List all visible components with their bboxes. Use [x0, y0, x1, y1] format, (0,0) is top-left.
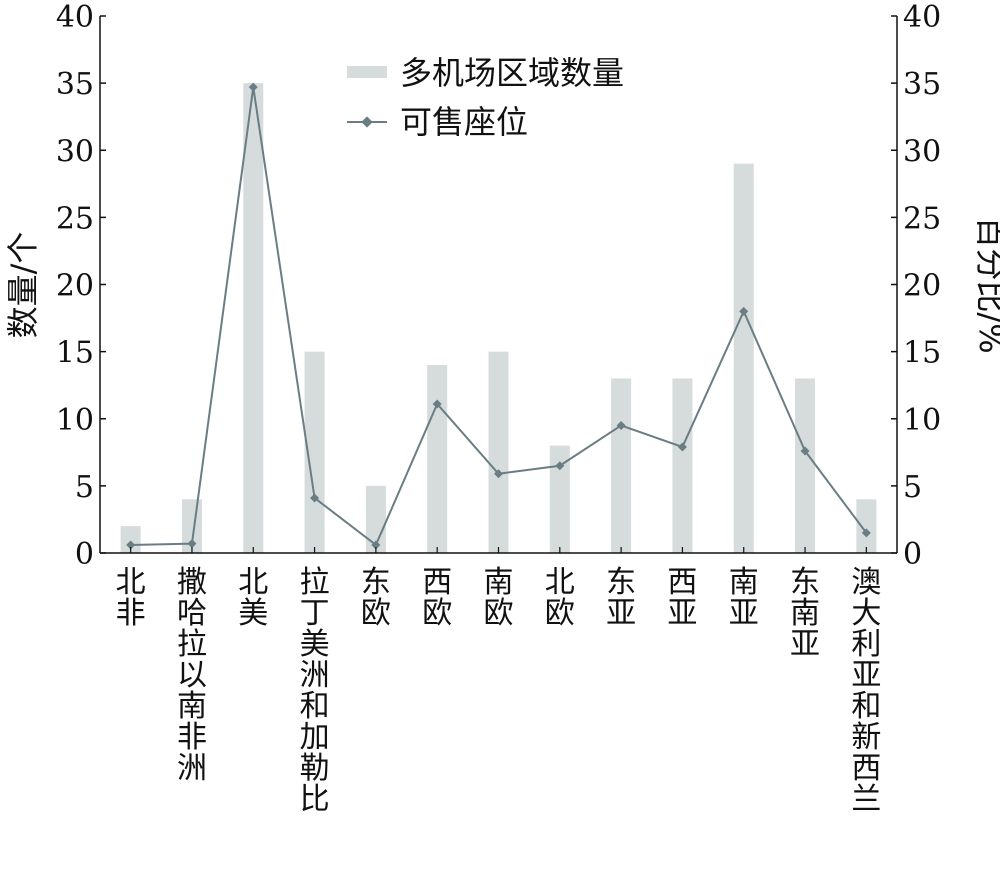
y-tick-label: 40 [56, 0, 94, 35]
bar [549, 445, 570, 553]
y-tick-label: 5 [75, 470, 94, 505]
bar [243, 83, 264, 553]
line-point [677, 442, 687, 452]
line-point [800, 446, 810, 456]
bar [120, 526, 141, 553]
line-point [126, 540, 136, 550]
x-tick-label: 撒哈拉以南非洲 [177, 565, 207, 786]
bar [856, 499, 877, 553]
line-point [248, 82, 258, 92]
y2-tick-label: 10 [903, 403, 941, 438]
line-point [187, 539, 197, 549]
y2-tick-label: 25 [903, 201, 941, 236]
tick-labels: 0 0 5 5 10 10 15 15 20 20 25 25 30 30 35 35 40 40 [56, 0, 941, 572]
legend-line-label: 可售座位 [400, 103, 528, 141]
y2-tick-label: 30 [903, 134, 941, 169]
y-tick-label: 35 [56, 67, 94, 102]
x-tick-label: 北美 [238, 565, 268, 631]
y-tick-label: 0 [75, 537, 94, 572]
line-point [432, 399, 442, 409]
y-tick-label: 30 [56, 134, 94, 169]
line-point [616, 420, 626, 430]
x-tick-label: 东欧 [361, 565, 391, 631]
y-tick-label: 15 [56, 336, 94, 371]
legend-line-marker [361, 116, 373, 128]
y2-tick-label: 15 [903, 336, 941, 371]
x-tick-label: 北欧 [545, 565, 575, 631]
y-tick-label: 20 [56, 269, 94, 304]
line-point [371, 540, 381, 550]
bar [733, 163, 754, 554]
line-point [555, 461, 565, 471]
bar [427, 365, 448, 553]
x-tick-label: 东南亚 [790, 565, 820, 662]
bar [611, 378, 632, 553]
y-axis-title: 数量/个 [4, 232, 42, 339]
y2-tick-label: 35 [903, 67, 941, 102]
legend-bar-label: 多机场区域数量 [400, 54, 624, 92]
x-tick-label: 澳大利亚和新西兰 [851, 565, 881, 817]
x-tick-label: 南亚 [729, 565, 759, 631]
y-tick-label: 25 [56, 201, 94, 236]
axes [99, 15, 898, 554]
legend-bar-swatch [347, 66, 387, 78]
bar [795, 378, 816, 553]
bar-series [120, 83, 877, 554]
y-tick-label: 10 [56, 403, 94, 438]
y2-tick-label: 40 [903, 0, 941, 35]
line-point [861, 528, 871, 538]
line-point [739, 306, 749, 316]
y2-tick-label: 20 [903, 269, 941, 304]
x-tick-label: 西亚 [667, 565, 697, 631]
x-tick-label: 西欧 [422, 565, 452, 631]
x-tick-label: 东亚 [606, 565, 636, 631]
x-tick-label: 南欧 [484, 565, 514, 631]
bar [488, 351, 509, 553]
legend: 多机场区域数量 可售座位 [347, 54, 624, 141]
line-series [126, 82, 871, 550]
bar [672, 378, 693, 553]
y2-tick-label: 0 [903, 537, 922, 572]
line-point [310, 493, 320, 503]
y2-axis-title: 百分比/% [972, 216, 1000, 353]
y2-tick-label: 5 [903, 470, 922, 505]
x-tick-label: 拉丁美洲和加勒比 [300, 565, 330, 817]
x-tick-label: 北非 [116, 565, 146, 631]
bar [365, 485, 386, 553]
line-point [494, 469, 503, 479]
